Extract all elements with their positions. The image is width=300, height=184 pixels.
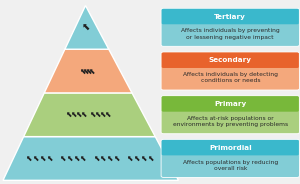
Text: Tertiary: Tertiary	[214, 14, 246, 20]
Text: ⬉: ⬉	[74, 154, 80, 163]
Text: ⬉: ⬉	[76, 110, 83, 119]
Text: ⬉: ⬉	[127, 154, 134, 163]
Text: ⬉: ⬉	[80, 67, 86, 76]
Polygon shape	[44, 49, 132, 93]
Text: ⬉: ⬉	[33, 154, 39, 163]
Text: ⬉: ⬉	[95, 110, 102, 119]
FancyBboxPatch shape	[162, 140, 299, 155]
Text: Secondary: Secondary	[209, 57, 252, 63]
Text: ⬉: ⬉	[86, 67, 92, 76]
FancyBboxPatch shape	[162, 9, 299, 24]
Text: ⬉: ⬉	[60, 154, 66, 163]
Text: ⬉: ⬉	[71, 110, 77, 119]
FancyBboxPatch shape	[161, 96, 299, 134]
Text: ⬉: ⬉	[66, 110, 73, 119]
Text: ⬉: ⬉	[105, 110, 111, 119]
Text: Affects individuals by detecting
conditions or needs: Affects individuals by detecting conditi…	[183, 72, 278, 83]
Text: ⬉: ⬉	[148, 154, 154, 163]
Text: Affects at-risk populations or
environments by preventing problems: Affects at-risk populations or environme…	[173, 116, 288, 127]
FancyBboxPatch shape	[161, 139, 299, 177]
Text: Primary: Primary	[214, 101, 246, 107]
Polygon shape	[24, 93, 155, 137]
Text: ⬉: ⬉	[107, 154, 114, 163]
Text: ⬉: ⬉	[26, 154, 32, 163]
Text: ⬉: ⬉	[100, 110, 106, 119]
Text: ⬉: ⬉	[134, 154, 140, 163]
Text: ⬉: ⬉	[100, 154, 107, 163]
Text: ⬉: ⬉	[141, 154, 147, 163]
Text: ⬉: ⬉	[90, 110, 97, 119]
Polygon shape	[65, 6, 109, 49]
Text: ⬉: ⬉	[80, 154, 87, 163]
FancyBboxPatch shape	[161, 52, 299, 90]
Text: ⬉: ⬉	[46, 154, 53, 163]
Polygon shape	[3, 137, 178, 180]
Text: ⬉: ⬉	[83, 67, 89, 76]
Text: Affects individuals by preventing
or lessening negative impact: Affects individuals by preventing or les…	[181, 28, 280, 40]
FancyBboxPatch shape	[162, 52, 299, 68]
FancyBboxPatch shape	[162, 96, 299, 112]
Text: Primordial: Primordial	[209, 145, 252, 151]
Text: ⬉: ⬉	[67, 154, 73, 163]
Text: ⬉: ⬉	[89, 67, 95, 76]
Text: ⬉: ⬉	[81, 110, 87, 119]
Text: ⬉: ⬉	[114, 154, 121, 163]
Text: Affects populations by reducing
overall risk: Affects populations by reducing overall …	[183, 160, 278, 171]
FancyBboxPatch shape	[161, 8, 299, 46]
Text: ⬉: ⬉	[82, 22, 90, 32]
Text: ⬉: ⬉	[93, 154, 100, 163]
Text: ⬉: ⬉	[40, 154, 46, 163]
